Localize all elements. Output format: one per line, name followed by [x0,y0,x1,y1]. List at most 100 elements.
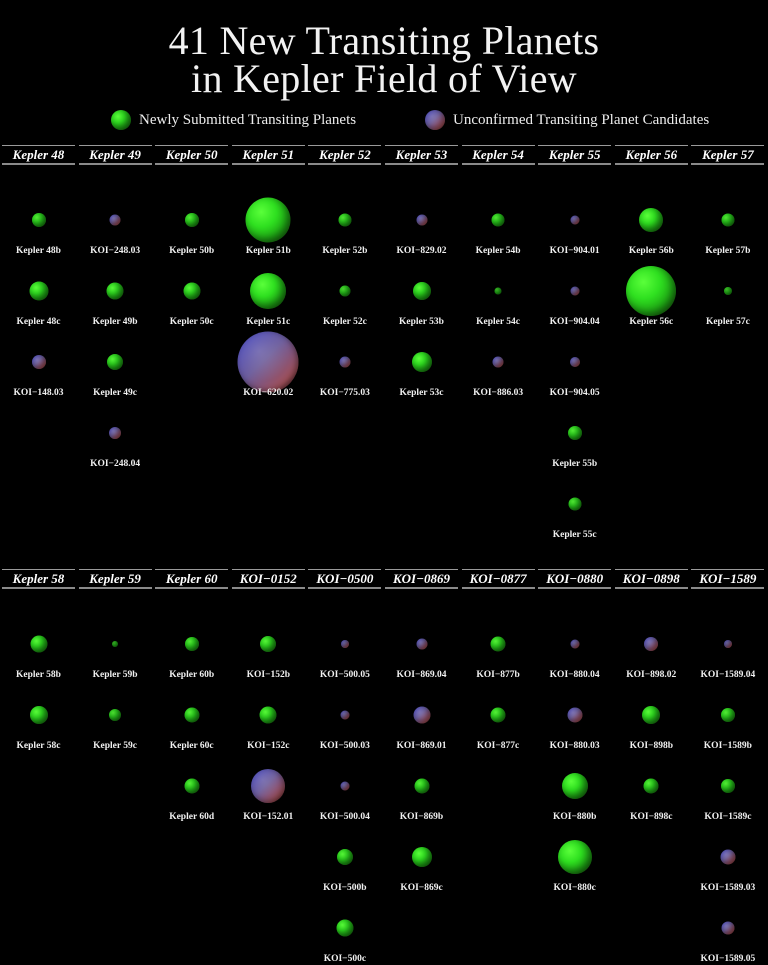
candidate-planet-sphere [109,214,121,226]
planet-label: Kepler 52b [322,246,368,256]
confirmed-planet-sphere [494,287,502,295]
candidate-planet-sphere [569,357,580,367]
planet-label: Kepler 49b [92,317,138,327]
planet-label: Kepler 50c [169,317,214,327]
candidate-planet-sphere [570,639,580,649]
planet-label: KOI−1589.03 [700,883,756,893]
planet-label: KOI−898c [630,812,673,822]
candidate-planet-sphere [251,769,286,803]
planet-label: KOI−1589c [704,812,752,822]
confirmed-planet-sphere [29,706,48,724]
confirmed-planet-sphere [336,919,354,937]
planet-item: Kepler 53c [385,327,458,398]
planet-item: KOI−1589.04 [691,609,764,680]
confirmed-planet-sphere [338,213,352,227]
planet-label: Kepler 57c [705,317,750,327]
confirmed-planet-sphere [250,273,287,309]
planet-item: KOI−152.01 [232,751,305,822]
confirmed-planet-sphere [184,778,200,794]
planet-label: Kepler 58c [16,741,61,751]
confirmed-planet-sphere [109,709,122,721]
planet-label: Kepler 59c [93,741,138,751]
planet-label: Kepler 53c [399,388,444,398]
green-planet-icon [111,110,131,130]
planet-label: KOI−904.05 [549,388,600,398]
system-header: KOI−0898 [614,569,688,589]
candidate-planet-sphere [340,710,350,720]
planet-item: Kepler 50c [155,256,228,327]
candidate-planet-sphere [109,427,122,439]
planet-item: KOI−1589.03 [691,822,764,893]
candidate-planet-sphere [416,638,427,650]
planet-item: Kepler 49b [79,256,152,327]
confirmed-planet-sphere [414,778,429,794]
planet-item: KOI−1589c [691,751,764,822]
planet-item: Kepler 54c [462,256,535,327]
planet-label: Kepler 60b [169,670,215,680]
planet-label: Kepler 55c [552,530,597,540]
planet-item: KOI−880c [538,822,611,893]
planet-item: KOI−877c [462,680,535,751]
confirmed-planet-sphere [723,287,732,295]
confirmed-planet-sphere [107,354,124,370]
system-header: Kepler 49 [78,145,152,165]
planet-item: KOI−869.04 [385,609,458,680]
confirmed-planet-sphere [411,352,432,372]
candidate-planet-sphere [723,640,732,648]
planet-label: Kepler 51c [246,317,291,327]
confirmed-planet-sphere [642,706,661,724]
planet-item: KOI−500c [308,893,381,964]
planet-item: Kepler 51c [232,256,305,327]
planet-item: KOI−620.02 [232,327,305,398]
candidate-planet-sphere [720,849,736,865]
system-header: Kepler 58 [2,569,75,589]
planet-item: Kepler 55b [538,398,611,469]
planet-label: KOI−500.03 [319,741,370,751]
legend-confirmed-label: Newly Submitted Transiting Planets [139,111,357,128]
planet-label: Kepler 53b [399,317,444,327]
confirmed-planet-sphere [557,840,592,874]
planet-label: KOI−500c [323,954,367,964]
confirmed-planet-sphere [183,282,201,300]
planet-item: Kepler 56b [615,185,688,256]
system-header: Kepler 50 [155,145,229,165]
planet-label: Kepler 55b [552,459,598,469]
planet-item: Kepler 59b [79,609,152,680]
candidate-planet-sphere [340,781,350,791]
system-header: Kepler 55 [538,145,612,165]
confirmed-planet-sphere [639,208,664,232]
planet-label: Kepler 52c [322,317,367,327]
candidate-planet-icon [425,110,445,130]
planet-item: Kepler 52b [308,185,381,256]
planet-label: KOI−152c [247,741,290,751]
legend-confirmed: Newly Submitted Transiting Planets [111,110,356,130]
confirmed-planet-sphere [339,285,351,297]
planet-label: KOI−775.03 [319,388,370,398]
candidate-planet-sphere [413,706,430,724]
system-header: KOI−0869 [385,569,458,589]
confirmed-planet-sphere [260,636,277,652]
planet-label: KOI−904.04 [549,317,600,327]
system-header: Kepler 51 [231,145,305,165]
planet-label: KOI−152.01 [243,812,294,822]
planet-item: KOI−904.05 [538,327,611,398]
planet-label: KOI−829.02 [396,246,447,256]
planet-item: Kepler 55c [538,469,611,540]
candidate-planet-sphere [237,331,299,393]
planet-item: KOI−152b [232,609,305,680]
candidate-planet-sphere [31,355,46,369]
planet-label: KOI−1589.04 [700,670,756,680]
planet-item: KOI−148.03 [2,327,75,398]
confirmed-planet-sphere [245,197,291,243]
planet-item: KOI−829.02 [385,185,458,256]
planet-item: KOI−1589b [691,680,764,751]
planet-label: Kepler 56b [628,246,674,256]
planet-item: Kepler 48b [2,185,75,256]
planet-label: KOI−877b [476,670,520,680]
planet-label: Kepler 54b [475,246,521,256]
system-header: Kepler 53 [385,145,458,165]
planet-label: KOI−500.05 [319,670,370,680]
planet-item: KOI−904.04 [538,256,611,327]
planet-label: KOI−877c [476,741,520,751]
planet-label: Kepler 54c [476,317,521,327]
